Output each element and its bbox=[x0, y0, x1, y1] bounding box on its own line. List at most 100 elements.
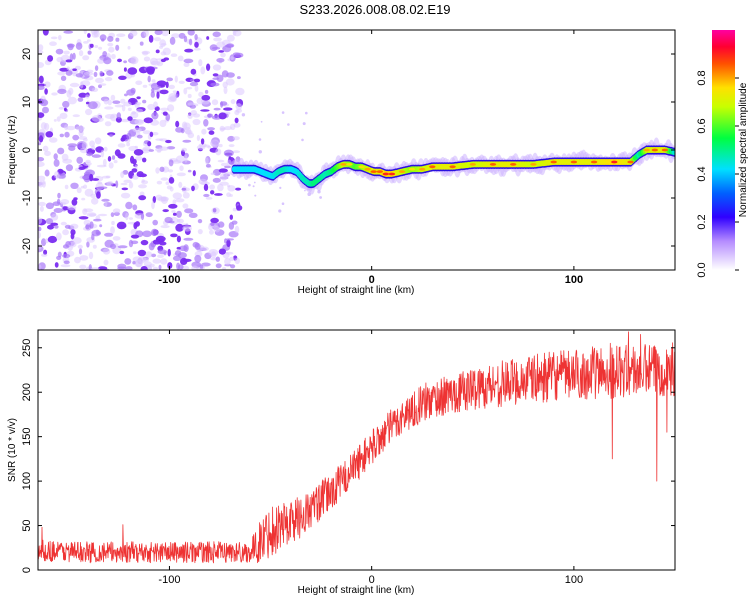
colorbar-ticks: 0.0 0.2 0.4 0.6 0.8 bbox=[696, 70, 739, 278]
noise-blob bbox=[153, 101, 158, 108]
noise-blob bbox=[228, 144, 235, 148]
noise-blob bbox=[56, 116, 61, 122]
noise-blob bbox=[132, 127, 142, 133]
noise-blob bbox=[168, 220, 175, 224]
noise-blob bbox=[62, 244, 70, 249]
noise-blob bbox=[128, 181, 134, 189]
noise-blob bbox=[42, 145, 49, 152]
noise-blob bbox=[38, 201, 46, 207]
noise-blob bbox=[198, 59, 203, 67]
noise-blob bbox=[151, 112, 159, 120]
snr-x-tick-label: -100 bbox=[158, 574, 180, 586]
noise-blob bbox=[123, 179, 132, 183]
noise-blob bbox=[103, 259, 109, 266]
noise-blob bbox=[90, 193, 97, 199]
noise-blob bbox=[218, 50, 225, 53]
noise-blob bbox=[69, 53, 74, 62]
noise-blob bbox=[181, 147, 187, 152]
noise-blob bbox=[168, 203, 178, 209]
heatmap-noise-layer bbox=[38, 30, 322, 270]
snr-background bbox=[38, 330, 675, 570]
noise-blob bbox=[210, 172, 216, 176]
noise-blob bbox=[83, 71, 94, 76]
noise-blob bbox=[131, 111, 136, 115]
noise-blob bbox=[141, 180, 149, 185]
noise-blob bbox=[124, 139, 131, 143]
noise-blob bbox=[159, 39, 167, 48]
noise-blob bbox=[215, 148, 222, 156]
noise-blob bbox=[86, 241, 90, 248]
noise-blob bbox=[107, 42, 114, 47]
noise-blob bbox=[152, 219, 158, 226]
noise-blob bbox=[93, 71, 98, 77]
noise-blob bbox=[225, 171, 231, 175]
noise-blob bbox=[72, 237, 82, 244]
noise-dot bbox=[253, 181, 256, 184]
noise-blob bbox=[67, 96, 77, 105]
noise-blob bbox=[65, 59, 73, 63]
noise-blob bbox=[134, 103, 140, 109]
noise-blob bbox=[86, 39, 91, 42]
ridge-hotspots bbox=[340, 148, 669, 176]
noise-blob bbox=[88, 101, 98, 110]
noise-blob bbox=[77, 244, 83, 249]
colorbar-tick-label: 0.6 bbox=[696, 118, 708, 133]
noise-blob bbox=[170, 233, 178, 238]
noise-blob bbox=[182, 192, 190, 199]
noise-blob bbox=[102, 51, 108, 58]
noise-blob bbox=[70, 223, 79, 230]
noise-blob bbox=[184, 155, 188, 163]
noise-blob bbox=[53, 159, 60, 167]
noise-blob bbox=[143, 117, 153, 124]
noise-blob bbox=[60, 221, 67, 226]
noise-blob bbox=[56, 198, 61, 205]
noise-blob bbox=[91, 145, 96, 151]
noise-blob bbox=[112, 100, 121, 104]
noise-blob bbox=[62, 100, 70, 108]
ridge-hotspot bbox=[590, 160, 598, 164]
ridge-hotspot bbox=[550, 160, 557, 164]
snr-y-tick-label: 50 bbox=[21, 519, 33, 531]
noise-dot bbox=[305, 111, 308, 115]
noise-blob bbox=[110, 94, 116, 101]
noise-blob bbox=[224, 165, 231, 169]
noise-blob bbox=[68, 87, 74, 95]
noise-dot bbox=[258, 138, 262, 141]
noise-blob bbox=[99, 83, 107, 86]
noise-blob bbox=[207, 113, 214, 118]
noise-blob bbox=[71, 198, 78, 206]
noise-blob bbox=[53, 208, 63, 213]
noise-blob bbox=[100, 149, 105, 158]
noise-blob bbox=[205, 197, 213, 200]
noise-blob bbox=[235, 187, 242, 191]
noise-blob bbox=[227, 34, 235, 42]
noise-blob bbox=[87, 33, 91, 38]
noise-blob bbox=[218, 112, 227, 120]
noise-blob bbox=[143, 30, 149, 37]
noise-blob bbox=[135, 259, 143, 267]
noise-blob bbox=[211, 207, 220, 215]
noise-blob bbox=[230, 56, 234, 61]
noise-blob bbox=[207, 127, 216, 131]
noise-blob bbox=[86, 152, 94, 157]
noise-blob bbox=[187, 93, 192, 99]
noise-blob bbox=[157, 254, 164, 258]
noise-blob bbox=[226, 159, 232, 167]
noise-blob bbox=[208, 222, 216, 226]
noise-blob bbox=[115, 180, 119, 188]
noise-blob bbox=[72, 114, 81, 118]
noise-blob bbox=[171, 33, 180, 39]
noise-blob bbox=[168, 84, 175, 90]
noise-blob bbox=[172, 199, 177, 205]
noise-blob bbox=[175, 120, 180, 128]
noise-blob bbox=[159, 166, 165, 172]
noise-blob bbox=[109, 133, 113, 138]
heatmap-x-axis-label: Height of straight line (km) bbox=[298, 285, 415, 296]
noise-blob bbox=[224, 257, 231, 266]
noise-blob bbox=[212, 77, 220, 80]
noise-blob bbox=[41, 253, 48, 257]
noise-blob bbox=[148, 149, 154, 152]
noise-blob bbox=[91, 87, 99, 93]
noise-blob bbox=[97, 266, 108, 270]
